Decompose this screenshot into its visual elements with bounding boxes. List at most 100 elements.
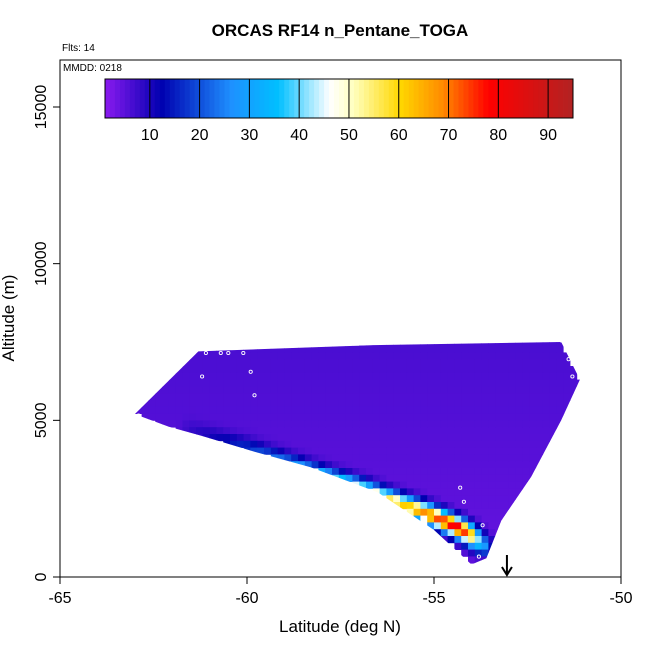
colorbar-segment <box>309 79 315 118</box>
field-cell <box>202 372 210 380</box>
field-cell <box>406 386 414 394</box>
field-cell <box>182 400 190 408</box>
field-cell <box>536 400 544 408</box>
field-cell <box>216 372 224 380</box>
field-cell <box>230 359 238 367</box>
colorbar-segment <box>229 79 235 118</box>
field-cell <box>243 427 251 435</box>
field-cell <box>386 495 394 503</box>
field-cell <box>291 366 299 374</box>
field-cell <box>488 359 496 367</box>
field-cell <box>352 359 360 367</box>
field-cell <box>311 400 319 408</box>
field-cell <box>413 447 421 455</box>
colorbar-segment <box>239 79 245 118</box>
colorbar-segment <box>383 79 390 118</box>
colorbar-tick-label: 20 <box>191 127 209 144</box>
field-cell <box>270 386 278 394</box>
field-cell <box>250 352 258 360</box>
field-cell <box>223 366 231 374</box>
field-cell <box>454 366 462 374</box>
field-cell <box>359 427 367 435</box>
field-cell <box>536 406 544 414</box>
field-cell <box>495 508 503 516</box>
field-cell <box>420 488 428 496</box>
field-cell <box>359 372 367 380</box>
field-cell <box>495 522 503 530</box>
field-cell <box>488 549 496 557</box>
field-cell <box>434 495 442 503</box>
field-cell <box>372 468 380 476</box>
field-cell <box>502 481 510 489</box>
colorbar-segment <box>184 79 191 118</box>
field-cell <box>474 495 482 503</box>
field-cell <box>366 366 374 374</box>
field-cell <box>277 447 285 455</box>
field-cell <box>393 372 401 380</box>
field-cell <box>474 420 482 428</box>
field-cell <box>468 406 476 414</box>
field-cell <box>536 372 544 380</box>
field-cell <box>243 366 251 374</box>
field-cell <box>182 366 190 374</box>
field-cell <box>549 413 557 421</box>
field-cell <box>481 440 489 448</box>
field-cell <box>209 345 217 353</box>
field-cell <box>434 342 442 346</box>
field-cell <box>427 366 435 374</box>
field-cell <box>420 379 428 387</box>
colorbar-segment <box>518 79 524 118</box>
field-cell <box>359 366 367 374</box>
field-cell <box>522 427 530 435</box>
field-cell <box>488 529 496 537</box>
field-cell <box>230 406 238 414</box>
field-cell <box>549 420 557 428</box>
field-cell <box>325 345 333 353</box>
field-cell <box>141 413 149 421</box>
field-cell <box>542 427 550 435</box>
field-cell <box>284 345 292 353</box>
field-cell <box>529 406 537 414</box>
field-cell <box>406 502 414 510</box>
field-cell <box>427 393 435 401</box>
field-cell <box>359 393 367 401</box>
colorbar: 10 20 30 40 50 60 70 80 90 <box>104 78 574 144</box>
x-tick-label: -60 <box>235 590 258 607</box>
field-cell <box>366 420 374 428</box>
field-cell <box>257 427 265 435</box>
field-cell <box>502 345 510 353</box>
field-cell <box>468 495 476 503</box>
colorbar-segment <box>209 79 215 118</box>
field-cell <box>345 461 353 469</box>
field-cell <box>332 393 340 401</box>
field-cell <box>563 406 571 414</box>
field-cell <box>182 413 190 421</box>
field-cell <box>413 427 421 435</box>
field-cell <box>536 386 544 394</box>
field-cell <box>325 393 333 401</box>
field-cell <box>434 508 442 516</box>
field-cell <box>556 345 564 353</box>
field-cell <box>427 495 435 503</box>
field-cell <box>454 420 462 428</box>
field-cell <box>420 447 428 455</box>
colorbar-segment <box>488 79 494 118</box>
field-cell <box>223 372 231 380</box>
field-cell <box>372 413 380 421</box>
colorbar-segment <box>319 79 325 118</box>
field-cell <box>515 393 523 401</box>
field-cell <box>189 372 197 380</box>
field-cell <box>223 352 231 360</box>
field-cell <box>162 413 170 421</box>
field-cell <box>447 434 455 442</box>
colorbar-segment <box>234 79 240 118</box>
colorbar-segment <box>105 79 111 118</box>
field-cell <box>366 393 374 401</box>
field-cell <box>298 447 306 455</box>
field-cell <box>420 502 428 510</box>
field-cell <box>447 366 455 374</box>
field-cell <box>332 352 340 360</box>
field-cell <box>461 542 469 550</box>
field-cell <box>216 413 224 421</box>
field-cell <box>243 359 251 367</box>
